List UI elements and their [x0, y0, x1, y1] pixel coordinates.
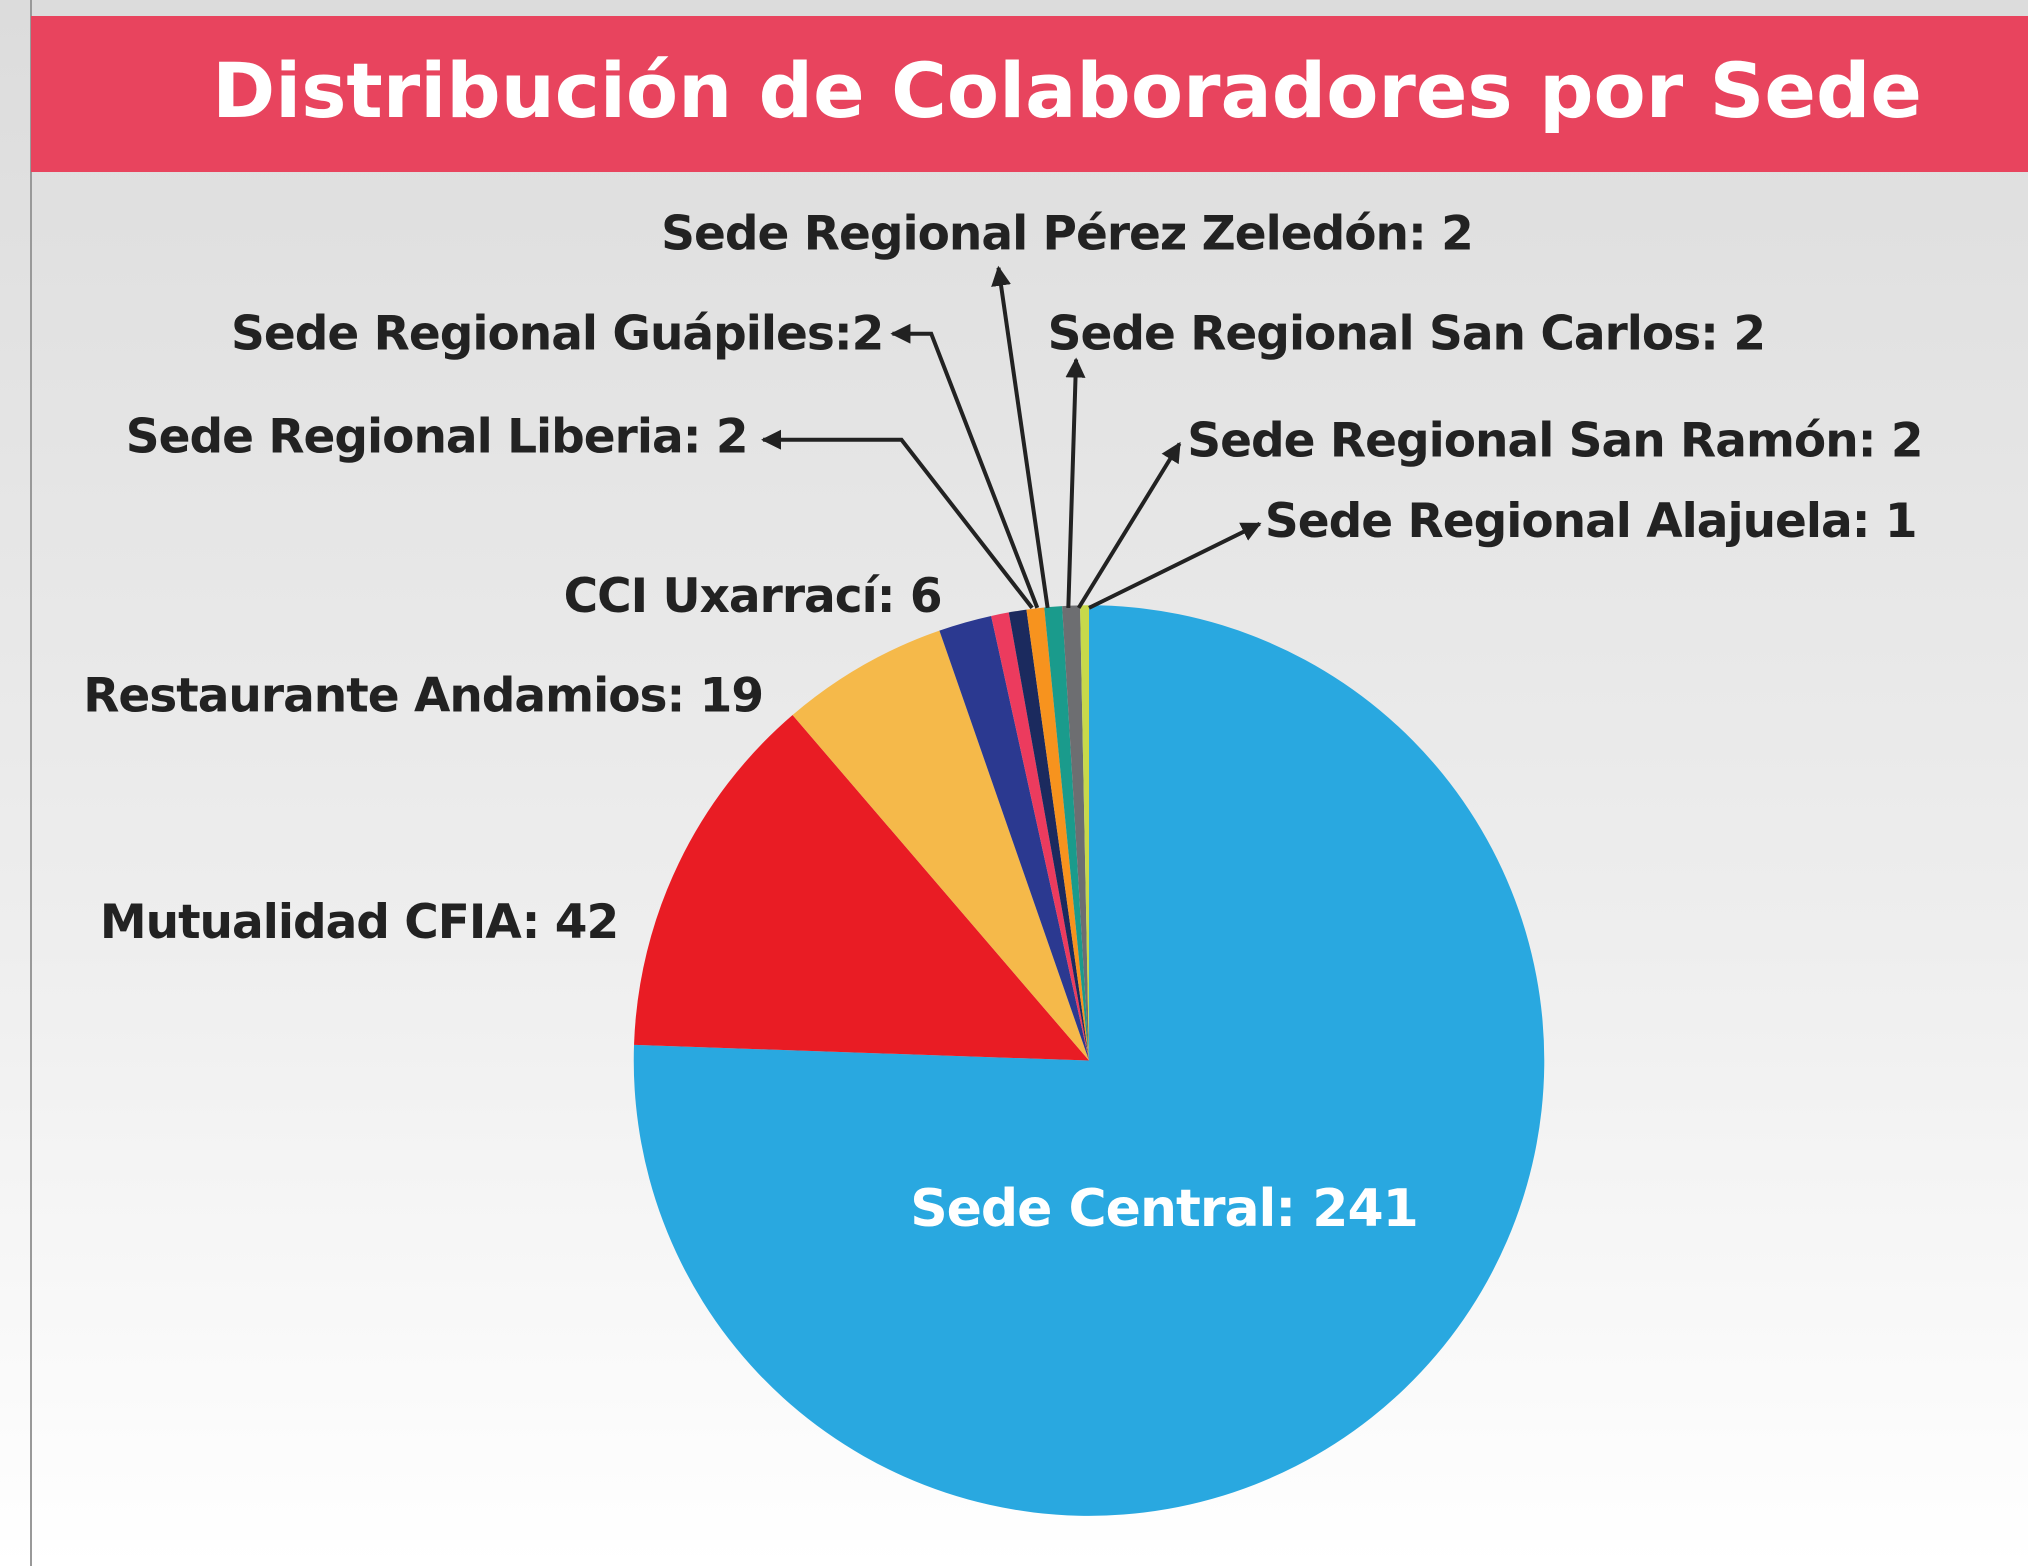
data-label: Sede Regional Alajuela: 1: [1265, 493, 1917, 548]
data-label: Sede Regional San Ramón: 2: [1187, 413, 1922, 468]
label-value: : 6: [877, 568, 942, 623]
label-value: : 1: [1852, 493, 1917, 548]
label-category: Sede Regional Guápiles: [231, 306, 834, 361]
data-label: Sede Regional Pérez Zeledón: 2: [661, 206, 1473, 261]
data-label: Restaurante Andamios: 19: [83, 668, 763, 723]
label-value: : 2: [1858, 413, 1923, 468]
label-value: :2: [834, 306, 884, 361]
data-label: Mutualidad CFIA: 42: [100, 894, 618, 949]
label-value: : 42: [522, 894, 619, 949]
page: Distribución de Colaboradores por Sede S…: [0, 0, 2028, 1566]
label-category: CCI Uxarrací: [564, 568, 881, 623]
data-label: Sede Regional Guápiles:2: [231, 306, 883, 361]
chart: Distribución de Colaboradores por Sede S…: [0, 0, 2028, 1566]
chart-title: Distribución de Colaboradores por Sede: [212, 46, 1922, 135]
data-label: CCI Uxarrací: 6: [564, 568, 942, 623]
data-label: Sede Regional Liberia: 2: [126, 409, 748, 464]
data-label: Sede Regional San Carlos: 2: [1048, 306, 1765, 361]
label-category: Restaurante Andamios: [83, 668, 666, 723]
label-value: : 2: [1408, 206, 1473, 261]
label-category: Sede Central: [910, 1179, 1275, 1239]
label-value: : 2: [1700, 306, 1765, 361]
label-value: : 19: [667, 668, 764, 723]
label-category: Mutualidad CFIA: [100, 894, 523, 949]
label-category: Sede Regional San Ramón: [1187, 413, 1857, 468]
label-category: Sede Regional San Carlos: [1048, 306, 1701, 361]
label-value: : 2: [683, 409, 748, 464]
label-category: Sede Regional Pérez Zeledón: [661, 206, 1408, 261]
label-category: Sede Regional Alajuela: [1265, 493, 1852, 548]
data-label: Sede Central: 241: [910, 1179, 1418, 1239]
label-category: Sede Regional Liberia: [126, 409, 683, 464]
label-value: : 241: [1275, 1179, 1417, 1239]
